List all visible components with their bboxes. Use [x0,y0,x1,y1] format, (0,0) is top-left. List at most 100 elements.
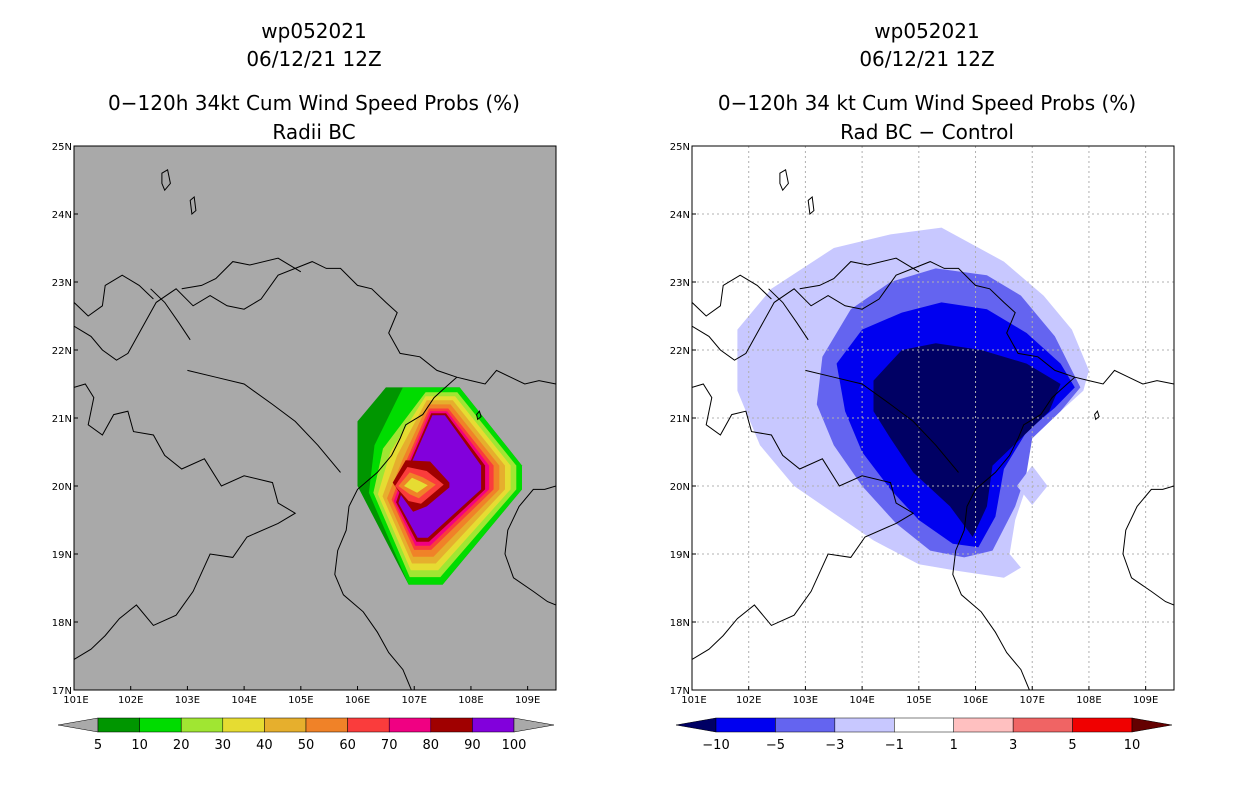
right-x-tick-label: 109E [1133,695,1158,706]
right-y-tick-label: 24N [670,210,690,221]
left-colorbar-swatch-1 [139,717,182,733]
right-title-line-2: 06/12/21 12Z [859,47,994,71]
left-y-axis: 17N 18N 19N 20N 21N 22N 23N 24N 25N [52,142,78,697]
left-colorbar-label: 10 [131,738,148,753]
left-colorbar-label: 70 [381,738,398,753]
left-x-tick-label: 107E [402,695,427,706]
right-colorbar-swatch-0 [715,717,776,733]
left-colorbar-swatch-4 [264,717,307,733]
right-x-tick-label: 108E [1076,695,1101,706]
left-panel: wp052021 06/12/21 12Z 0−120h 34kt Cum Wi… [52,19,557,753]
right-boundary-line [1122,485,1174,606]
right-y-tick-label: 22N [670,346,690,357]
right-colorbar: −10 −5 −3 −1 1 3 5 10 [675,717,1173,753]
right-colorbar-swatch-3 [894,717,954,733]
left-y-tick-label: 20N [52,482,72,493]
left-island-outline [161,169,171,192]
right-boundary-line [692,261,1090,382]
right-colorbar-label: −3 [825,738,844,753]
right-y-tick-label: 20N [670,482,690,493]
right-colorbar-high-triangle [1131,717,1173,733]
right-x-tick-label: 104E [849,695,874,706]
left-colorbar-label: 20 [173,738,190,753]
right-colorbar-swatch-2 [834,717,895,733]
left-x-axis: 101E 102E 103E 104E 105E 106E 107E 108E 109E [63,686,540,706]
left-colorbar-label: 60 [339,738,356,753]
right-colorbar-label: 5 [1068,738,1076,753]
left-y-tick-label: 24N [52,210,72,221]
left-colorbar-swatch-9 [472,717,515,733]
right-colorbar-label: 3 [1009,738,1017,753]
left-colorbar-label: 80 [423,738,440,753]
left-colorbar-label: 40 [256,738,273,753]
left-boundary-line [187,369,341,473]
left-title-line-1: wp052021 [261,19,366,43]
left-x-tick-label: 106E [345,695,370,706]
left-y-tick-label: 19N [52,550,72,561]
left-x-tick-label: 108E [458,695,483,706]
right-boundary-line [768,288,809,341]
right-panel: wp052021 06/12/21 12Z 0−120h 34 kt Cum W… [670,19,1175,753]
right-x-axis: 101E 102E 103E 104E 105E 106E 107E 108E 109E [681,686,1158,706]
right-coastlines-borders [692,169,1174,690]
right-x-tick-label: 102E [736,695,761,706]
left-title-line-4: Radii BC [272,120,355,144]
left-boundary-line [181,257,302,290]
left-x-tick-label: 102E [118,695,143,706]
right-y-tick-label: 23N [670,278,690,289]
right-x-tick-label: 106E [963,695,988,706]
left-boundary-line [74,261,472,382]
right-title-line-1: wp052021 [874,19,979,43]
left-boundary-line [74,383,297,660]
left-colorbar-swatch-8 [430,717,473,733]
left-y-tick-label: 17N [52,686,72,697]
right-colorbar-label: 10 [1124,738,1141,753]
right-colorbar-swatch-5 [1012,717,1073,733]
left-y-tick-label: 22N [52,346,72,357]
left-boundary-line [74,274,154,317]
right-title-line-4: Rad BC − Control [840,120,1014,144]
right-colorbar-swatch-4 [953,717,1014,733]
right-colorbar-label: −1 [885,738,904,753]
right-colorbar-swatch-6 [1072,717,1133,733]
right-x-tick-label: 101E [681,695,706,706]
left-colorbar-swatch-5 [305,717,348,733]
left-colorbar-low-triangle [57,717,99,733]
left-colorbar-label: 30 [215,738,232,753]
left-boundary-line [150,288,191,341]
left-island-outline [189,196,197,215]
left-colorbar-label: 5 [94,738,102,753]
right-boundary-line [1088,369,1174,385]
right-colorbar-swatch-1 [775,717,836,733]
left-y-tick-label: 21N [52,414,72,425]
left-title-line-2: 06/12/21 12Z [246,47,381,71]
right-island-outline [779,169,789,192]
right-colorbar-low-triangle [675,717,717,733]
left-colorbar-swatch-6 [347,717,390,733]
left-boundary-line [470,369,556,385]
left-x-tick-label: 109E [515,695,540,706]
right-boundary-line [692,383,915,660]
right-y-tick-label: 17N [670,686,690,697]
left-contour-level-13 [404,477,428,493]
left-y-tick-label: 23N [52,278,72,289]
left-island-outline [476,410,482,421]
right-boundary-line [805,369,959,473]
right-boundary-line [692,274,772,317]
right-x-tick-label: 107E [1020,695,1045,706]
right-island-outline [807,196,815,215]
right-contour-level-3 [873,343,1061,537]
left-title-line-3: 0−120h 34kt Cum Wind Speed Probs (%) [108,91,520,115]
right-colorbar-label: 1 [950,738,958,753]
right-y-axis: 17N 18N 19N 20N 21N 22N 23N 24N 25N [670,142,696,697]
left-x-tick-label: 104E [231,695,256,706]
right-x-tick-label: 105E [906,695,931,706]
right-difference-contours [737,227,1089,578]
right-colorbar-label: −5 [766,738,785,753]
left-y-tick-label: 18N [52,618,72,629]
left-colorbar-swatch-7 [388,717,432,733]
right-title-line-3: 0−120h 34 kt Cum Wind Speed Probs (%) [718,91,1136,115]
right-y-tick-label: 19N [670,550,690,561]
left-boundary-line [334,376,458,690]
left-colorbar-swatch-0 [97,717,140,733]
